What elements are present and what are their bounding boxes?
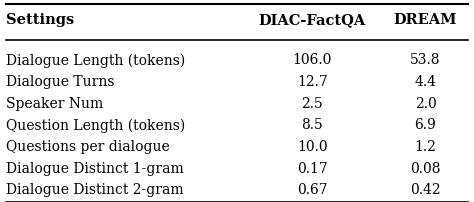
Text: 2.5: 2.5 <box>301 96 323 110</box>
Text: 0.17: 0.17 <box>297 161 328 175</box>
Text: 4.4: 4.4 <box>414 75 437 89</box>
Text: Questions per dialogue: Questions per dialogue <box>6 139 170 153</box>
Text: 53.8: 53.8 <box>410 53 441 67</box>
Text: Dialogue Distinct 1-gram: Dialogue Distinct 1-gram <box>6 161 184 175</box>
Text: 6.9: 6.9 <box>415 118 437 132</box>
Text: Dialogue Distinct 2-gram: Dialogue Distinct 2-gram <box>6 182 184 196</box>
Text: 106.0: 106.0 <box>293 53 332 67</box>
Text: Settings: Settings <box>6 13 74 27</box>
Text: Question Length (tokens): Question Length (tokens) <box>6 118 185 132</box>
Text: 2.0: 2.0 <box>415 96 437 110</box>
Text: Speaker Num: Speaker Num <box>6 96 103 110</box>
Text: 8.5: 8.5 <box>301 118 323 132</box>
Text: 0.08: 0.08 <box>410 161 441 175</box>
Text: 12.7: 12.7 <box>297 75 328 89</box>
Text: Dialogue Turns: Dialogue Turns <box>6 75 115 89</box>
Text: 10.0: 10.0 <box>297 139 328 153</box>
Text: 0.42: 0.42 <box>410 182 441 196</box>
Text: DIAC-FactQA: DIAC-FactQA <box>259 13 366 27</box>
Text: 1.2: 1.2 <box>415 139 437 153</box>
Text: DREAM: DREAM <box>394 13 457 27</box>
Text: Dialogue Length (tokens): Dialogue Length (tokens) <box>6 53 185 67</box>
Text: 0.67: 0.67 <box>297 182 328 196</box>
